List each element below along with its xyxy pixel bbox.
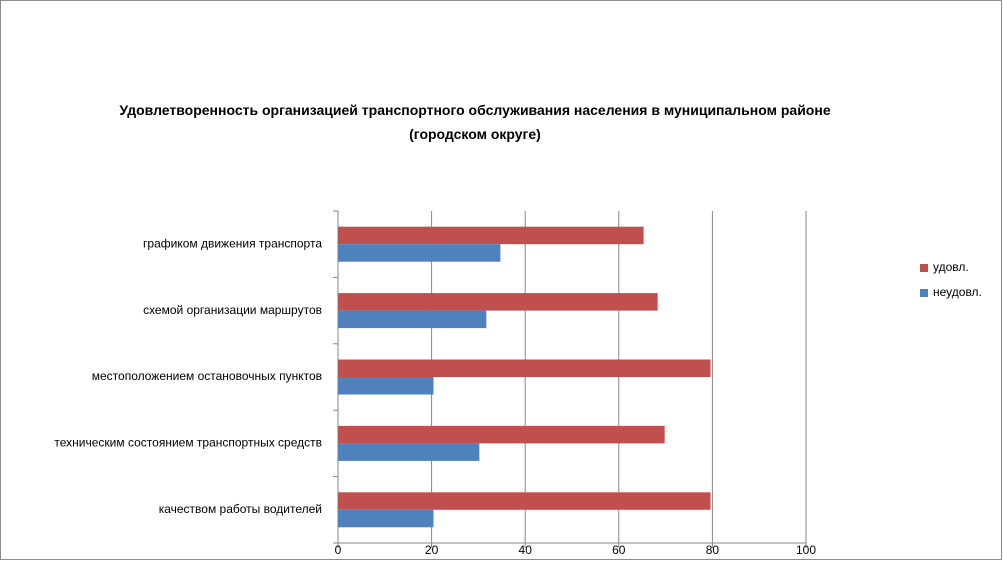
y-tick-label: местоположением остановочных пунктов bbox=[92, 369, 322, 383]
bar bbox=[338, 492, 711, 510]
legend-swatch bbox=[920, 264, 928, 272]
chart-title: Удовлетворенность организацией транспорт… bbox=[119, 102, 831, 142]
bar bbox=[338, 293, 658, 311]
legend-label: неудовл. bbox=[933, 285, 982, 299]
y-tick-label: качеством работы водителей bbox=[159, 502, 322, 516]
x-tick-label: 100 bbox=[796, 543, 816, 557]
bar bbox=[338, 244, 501, 262]
y-tick-label: техническим состоянием транспортных сред… bbox=[54, 436, 322, 450]
x-tick-label: 20 bbox=[425, 543, 439, 557]
x-tick-label: 40 bbox=[519, 543, 533, 557]
bar bbox=[338, 377, 434, 395]
bar bbox=[338, 425, 665, 444]
bar bbox=[338, 509, 434, 528]
bar bbox=[338, 359, 711, 377]
x-tick-label: 60 bbox=[612, 543, 626, 557]
bar bbox=[338, 443, 480, 461]
bar bbox=[338, 226, 644, 245]
x-tick-label: 80 bbox=[706, 543, 720, 557]
y-tick-label: схемой организации маршрутов bbox=[143, 303, 322, 317]
y-tick-label: графиком движения транспорта bbox=[143, 236, 322, 250]
legend-label: удовл. bbox=[933, 260, 969, 274]
legend-swatch bbox=[920, 289, 928, 297]
x-tick-label: 0 bbox=[335, 543, 342, 557]
bar bbox=[338, 310, 487, 329]
